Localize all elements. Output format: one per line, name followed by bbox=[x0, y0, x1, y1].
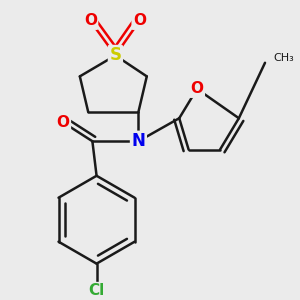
Text: Cl: Cl bbox=[88, 284, 105, 298]
Text: N: N bbox=[131, 132, 146, 150]
Text: O: O bbox=[57, 115, 70, 130]
Text: CH₃: CH₃ bbox=[273, 52, 294, 62]
Text: O: O bbox=[84, 14, 97, 28]
Text: S: S bbox=[110, 46, 122, 64]
Text: O: O bbox=[133, 14, 146, 28]
Text: O: O bbox=[190, 81, 203, 96]
